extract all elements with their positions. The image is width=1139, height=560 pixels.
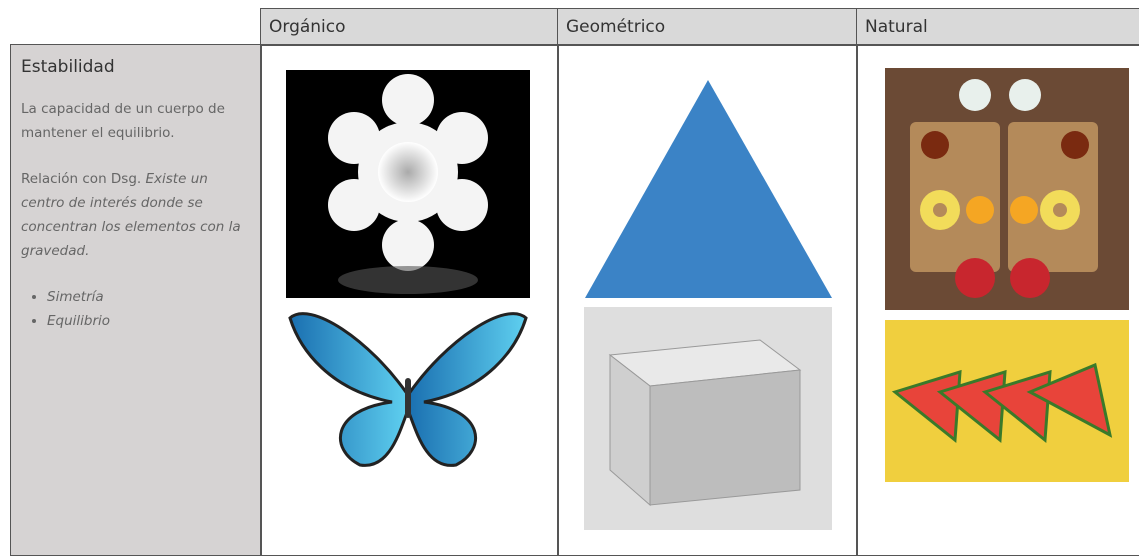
- header-text: Geométrico: [566, 17, 666, 37]
- bullet: Equilibrio: [47, 309, 251, 333]
- bullet-list: Simetría Equilibrio: [21, 285, 251, 333]
- relation-text: Existe un centro de interés donde se con…: [21, 171, 241, 259]
- header-cell: Geométrico: [557, 8, 858, 46]
- relation: Relación con Dsg. Existe un centro de in…: [21, 167, 251, 263]
- header-cell: Natural: [856, 8, 1139, 46]
- cell: [260, 44, 559, 556]
- definition: La capacidad de un cuerpo de mantener el…: [21, 101, 225, 141]
- header-text: Orgánico: [269, 17, 346, 37]
- cell: [557, 44, 858, 556]
- cell: [856, 44, 1139, 556]
- relation-label: Relación con Dsg.: [21, 171, 142, 187]
- header-cell: Orgánico: [260, 8, 559, 46]
- header-text: Natural: [865, 17, 928, 37]
- row-label-cell: Estabilidad La capacidad de un cuerpo de…: [10, 44, 262, 556]
- row-title: Estabilidad: [21, 57, 115, 77]
- bullet: Simetría: [47, 285, 251, 309]
